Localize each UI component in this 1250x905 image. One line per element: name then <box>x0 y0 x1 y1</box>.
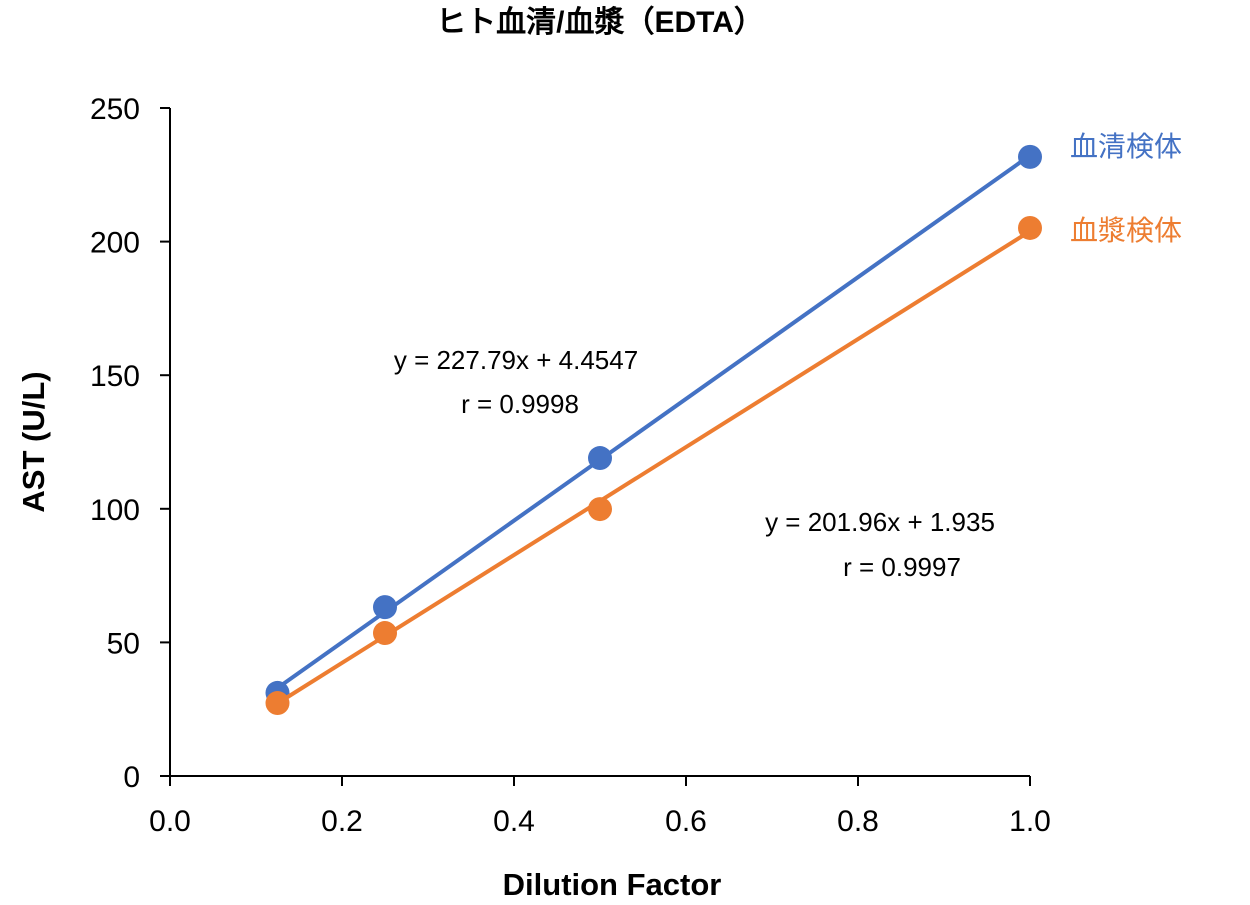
trendline <box>276 153 1032 690</box>
legend-plasma: 血漿検体 <box>1070 215 1182 246</box>
series-1 <box>265 215 1042 716</box>
chart-title: ヒト血清/血漿（EDTA） <box>436 5 764 39</box>
r-serum: r = 0.9998 <box>461 389 579 419</box>
trendline <box>276 229 1032 706</box>
series-0 <box>265 144 1042 705</box>
marks <box>265 144 1042 716</box>
y-tick-label: 250 <box>90 93 140 126</box>
y-tick-label: 100 <box>90 494 140 527</box>
x-tick-label: 0.0 <box>149 805 191 838</box>
x-tick-label: 0.8 <box>837 805 879 838</box>
y-tick-label: 0 <box>123 761 140 794</box>
y-tick-label: 50 <box>107 627 140 660</box>
y-axis-label: AST (U/L) <box>16 371 51 512</box>
data-point <box>588 497 612 522</box>
equation-plasma: y = 201.96x + 1.935 <box>765 507 995 537</box>
legend-serum: 血清検体 <box>1070 131 1182 162</box>
y-tick-label: 150 <box>90 360 140 393</box>
data-point <box>373 621 397 646</box>
x-tick-label: 0.4 <box>493 805 535 838</box>
x-tick-label: 1.0 <box>1009 805 1051 838</box>
axes: 0.0 0.2 0.4 0.6 0.8 1.0 0 50 100 150 200 250 <box>90 93 1051 838</box>
x-tick-label: 0.6 <box>665 805 707 838</box>
equation-serum: y = 227.79x + 4.4547 <box>394 345 638 375</box>
x-tick-label: 0.2 <box>321 805 363 838</box>
data-point <box>588 446 612 471</box>
data-point <box>265 691 290 716</box>
data-point <box>1018 144 1042 169</box>
data-point <box>373 595 397 620</box>
x-axis-label: Dilution Factor <box>503 867 722 900</box>
r-plasma: r = 0.9997 <box>843 552 961 582</box>
data-point <box>1018 215 1042 240</box>
y-tick-label: 200 <box>90 227 140 260</box>
